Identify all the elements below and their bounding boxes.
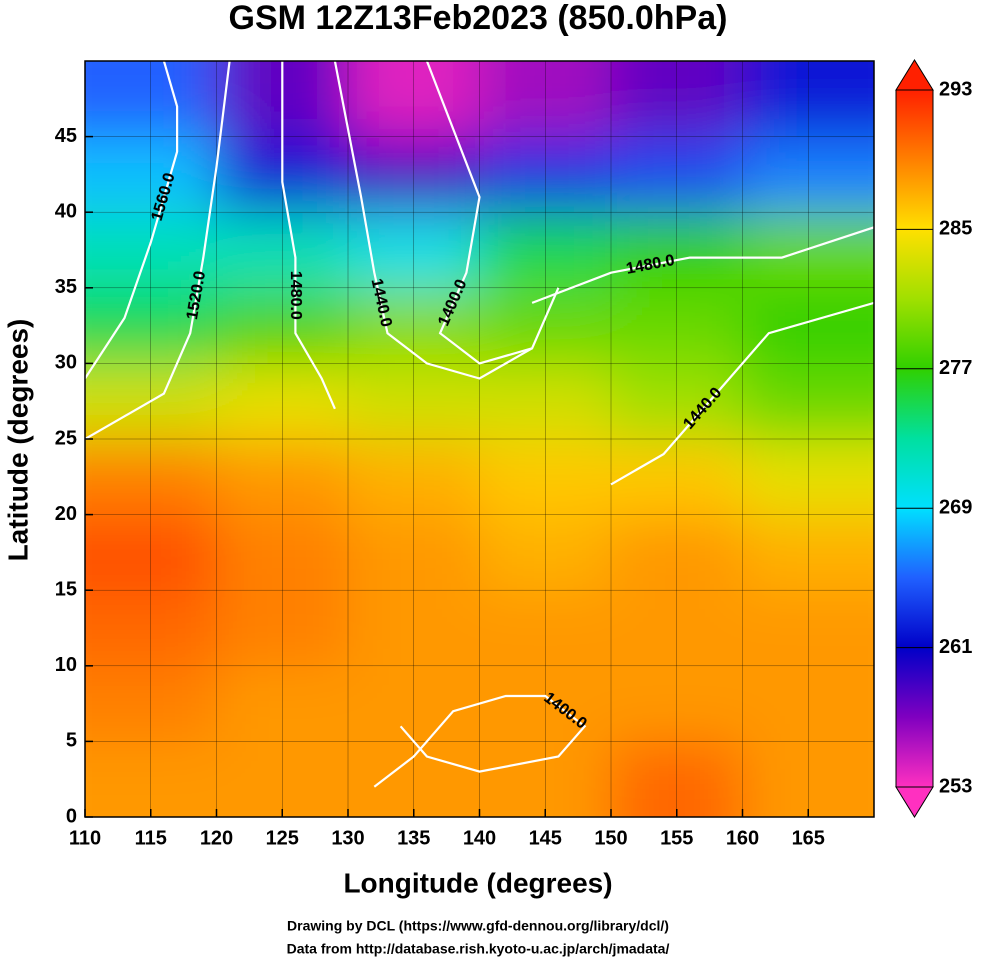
- field: [85, 61, 874, 817]
- field-cell: [85, 665, 218, 743]
- field-cell: [216, 287, 349, 365]
- x-tick-label: 165: [792, 827, 825, 849]
- colorbar-tick-label: 253: [939, 775, 972, 797]
- field-cell: [216, 665, 349, 743]
- field-cell: [611, 665, 744, 743]
- colorbar-tick-label: 293: [939, 78, 972, 100]
- colorbar-extend: [895, 786, 934, 818]
- field-cell: [216, 363, 349, 440]
- field-cell: [479, 212, 612, 289]
- field-cell: [85, 439, 218, 516]
- x-tick-label: 130: [331, 827, 364, 849]
- field-cell: [611, 61, 744, 138]
- colorbar-tick-label: 261: [939, 636, 972, 658]
- y-tick-label: 40: [55, 200, 77, 222]
- field-cell: [85, 514, 218, 592]
- contour-line: [531, 226, 874, 304]
- field-cell: [611, 514, 744, 592]
- x-tick-label: 120: [200, 827, 233, 849]
- y-tick-label: 5: [66, 730, 77, 752]
- contour-line: [373, 694, 587, 788]
- field-cell: [611, 136, 744, 214]
- colorbar-extend: [895, 59, 934, 91]
- y-tick-label: 45: [55, 125, 77, 147]
- field-cell: [479, 665, 612, 743]
- field-cell: [216, 590, 349, 667]
- colorbar-tick-label: 277: [939, 357, 972, 379]
- field-cell: [348, 212, 481, 289]
- x-tick-label: 140: [463, 827, 496, 849]
- field-cell: [611, 287, 744, 365]
- x-axis-label: Longitude (degrees): [343, 867, 612, 898]
- field-cell: [479, 741, 612, 817]
- field-cell: [85, 741, 218, 817]
- field-cell: [216, 212, 349, 289]
- field-cell: [479, 439, 612, 516]
- colorbar-tick-label: 285: [939, 218, 972, 240]
- field-cell: [348, 363, 481, 440]
- field-cell: [479, 514, 612, 592]
- field-cell: [611, 363, 744, 440]
- x-tick-label: 135: [397, 827, 430, 849]
- field-cell: [479, 136, 612, 214]
- contour-line: [425, 61, 560, 365]
- contour-line: [85, 61, 231, 440]
- y-tick-label: 35: [55, 276, 77, 298]
- field-cell: [85, 590, 218, 667]
- contour-line: [281, 61, 336, 410]
- x-tick-label: 145: [529, 827, 562, 849]
- y-tick-label: 25: [55, 427, 77, 449]
- x-tick-label: 155: [660, 827, 693, 849]
- field-cell: [348, 665, 481, 743]
- y-tick-label: 20: [55, 503, 77, 525]
- field-cell: [216, 741, 349, 817]
- credit: Drawing by DCL (https://www.gfd-dennou.o…: [287, 918, 669, 934]
- x-tick-label: 110: [69, 827, 101, 849]
- field-cell: [85, 61, 218, 138]
- field-cell: [348, 439, 481, 516]
- credit: Data from http://database.rish.kyoto-u.a…: [287, 941, 670, 957]
- field-cell: [611, 439, 744, 516]
- x-tick-label: 115: [135, 827, 167, 849]
- grid: [85, 61, 874, 817]
- y-tick-label: 10: [55, 654, 77, 676]
- contour-line: [610, 301, 874, 486]
- y-tick-label: 0: [66, 805, 77, 827]
- field-cell: [216, 514, 349, 592]
- field-cell: [479, 287, 612, 365]
- colorbar-scale: [895, 89, 934, 788]
- chart-title: GSM 12Z13Feb2023 (850.0hPa): [229, 0, 728, 37]
- field-cell: [348, 590, 481, 667]
- field-cell: [348, 61, 481, 138]
- field-cell: [479, 590, 612, 667]
- colorbar-tick-label: 269: [939, 496, 972, 518]
- y-tick-label: 15: [55, 578, 77, 600]
- field-cell: [348, 136, 481, 214]
- field-cell: [611, 212, 744, 289]
- field-cell: [348, 514, 481, 592]
- field-cell: [611, 741, 744, 817]
- x-tick-label: 160: [726, 827, 759, 849]
- field-cell: [85, 212, 218, 289]
- colorbar: 253 261 269 277 285 293: [895, 59, 972, 818]
- y-tick-label: 30: [55, 352, 77, 374]
- field-cell: [348, 287, 481, 365]
- x-tick-label: 150: [594, 827, 627, 849]
- field-cell: [611, 590, 744, 667]
- contour-line: [333, 61, 533, 380]
- field-cell: [479, 61, 612, 138]
- field-cell: [216, 439, 349, 516]
- y-axis-label: Latitude (degrees): [2, 319, 33, 562]
- field-cell: [479, 363, 612, 440]
- field-cell: [348, 741, 481, 817]
- contour-label: 1480.0: [287, 271, 304, 320]
- field-cell: [85, 136, 218, 214]
- x-tick-label: 125: [266, 827, 299, 849]
- contour-line: [85, 61, 179, 380]
